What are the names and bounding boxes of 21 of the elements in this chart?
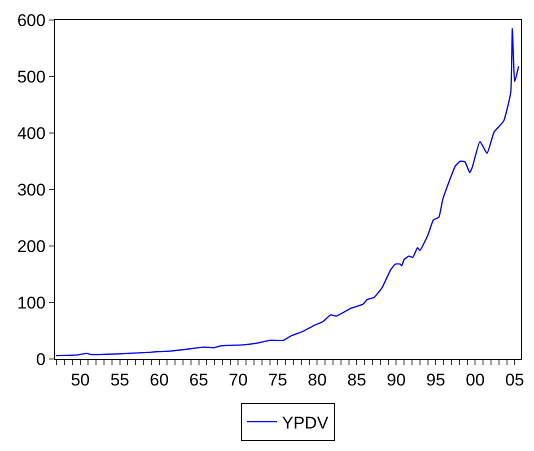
x-tick-label: 00 [466,370,485,390]
x-tick-label: 80 [308,370,327,390]
y-tick-label: 500 [17,67,46,86]
x-tick-label: 85 [347,370,366,390]
y-tick-label: 200 [17,236,46,256]
x-tick-label: 55 [110,370,130,390]
legend-label: YPDV [282,413,329,432]
x-tick-label: 75 [268,370,288,390]
x-tick-label: 90 [386,370,406,390]
line-series [55,28,520,356]
x-tick-label: 50 [70,370,90,390]
y-tick-label: 0 [36,350,46,369]
x-tick-label: 70 [228,370,248,390]
x-tick-label: 95 [426,370,446,390]
y-tick-label: 300 [17,180,46,200]
x-tick-label: 05 [505,370,524,390]
y-tick-label: 600 [17,10,46,30]
y-tick-label: 100 [17,293,46,312]
x-tick-label: 65 [189,370,208,390]
x-tick-label: 60 [150,370,169,390]
y-tick-label: 400 [17,124,46,143]
